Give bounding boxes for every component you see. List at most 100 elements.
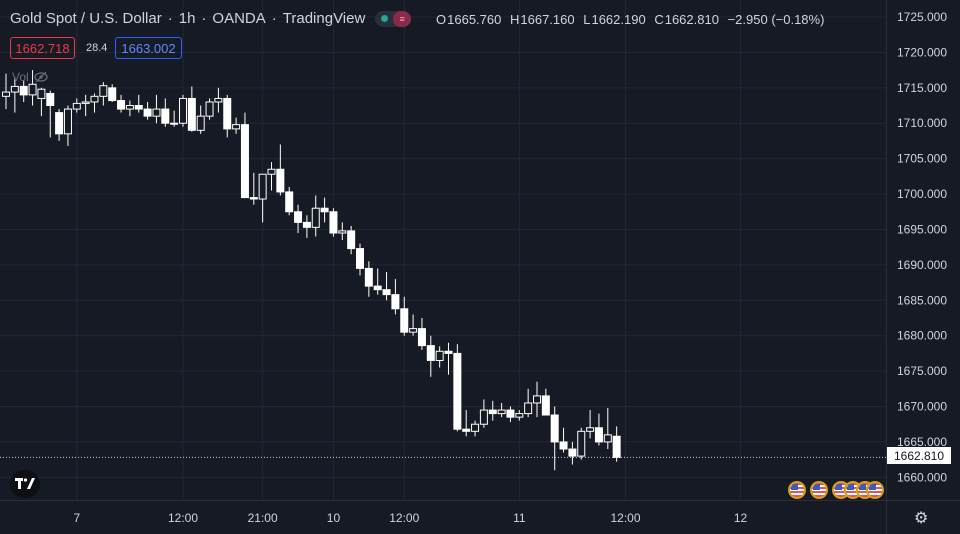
candle-body xyxy=(37,88,46,99)
candle-body xyxy=(435,350,444,361)
candle-body xyxy=(2,91,10,97)
gear-icon[interactable]: ⚙ xyxy=(914,510,929,527)
eye-hidden-icon[interactable] xyxy=(33,71,49,83)
time-tick-label: 12 xyxy=(734,511,748,525)
open-label: O xyxy=(436,12,447,27)
price-tick-label: 1685.000 xyxy=(897,293,947,307)
time-tick-label: 12:00 xyxy=(389,511,419,525)
ohlc-legend: O1665.760 H1667.160 L1662.190 C1662.810 … xyxy=(436,12,824,27)
candle-body xyxy=(550,414,559,443)
high-label: H xyxy=(509,12,520,27)
candle-body xyxy=(302,221,311,228)
candle-body xyxy=(285,191,294,213)
candle-body xyxy=(391,294,400,310)
candle-body xyxy=(471,423,480,432)
candle-body xyxy=(373,285,382,291)
time-tick-label: 11 xyxy=(513,511,526,525)
candle-body xyxy=(506,409,515,418)
price-tick-label: 1690.000 xyxy=(897,258,947,272)
symbol-name: Gold Spot / U.S. Dollar xyxy=(10,10,162,27)
candle-body xyxy=(479,409,488,425)
candle-body xyxy=(329,211,338,234)
market-status-toggle[interactable]: ≡ xyxy=(375,10,412,27)
time-tick-label: 12:00 xyxy=(610,511,640,525)
candle-body xyxy=(603,434,612,443)
candle-body xyxy=(99,85,108,97)
candle-body xyxy=(338,230,347,234)
high-value: 1667.160 xyxy=(520,12,575,27)
us-flag-icon[interactable] xyxy=(866,481,884,499)
candle-body xyxy=(382,289,391,296)
price-tick-label: 1700.000 xyxy=(897,187,947,201)
us-flag-icon[interactable] xyxy=(810,481,828,499)
candle-body xyxy=(612,435,621,459)
candle-body xyxy=(444,350,453,354)
candle-body xyxy=(462,428,471,432)
candle-body xyxy=(409,328,418,333)
candle-body xyxy=(294,211,303,223)
buy-button[interactable]: 1663.002 xyxy=(115,37,182,59)
events-icon: ≡ xyxy=(393,10,412,27)
us-flag-icon[interactable] xyxy=(788,481,806,499)
candle-body xyxy=(196,115,205,131)
candle-body xyxy=(311,207,320,228)
close-label: C xyxy=(654,12,664,27)
candle-body xyxy=(205,101,214,117)
candle-body xyxy=(276,168,285,193)
candle-body xyxy=(541,395,550,416)
candle-body xyxy=(63,108,72,135)
price-tick-label: 1670.000 xyxy=(897,400,947,414)
candle-body xyxy=(249,197,258,200)
open-value: 1665.760 xyxy=(447,12,502,27)
candle-body xyxy=(125,105,134,110)
last-price-label: 1662.810 xyxy=(887,447,951,464)
candle-body xyxy=(559,441,568,450)
candle-body xyxy=(320,207,329,213)
price-tick-label: 1715.000 xyxy=(897,81,947,95)
candle-body xyxy=(453,352,462,430)
candle-body xyxy=(72,102,81,110)
candle-body xyxy=(161,108,170,124)
candle-body xyxy=(152,108,161,117)
candle-body xyxy=(19,85,28,96)
candle-body xyxy=(170,122,179,125)
candle-body xyxy=(524,402,533,415)
candle-body xyxy=(356,248,364,269)
candle-body xyxy=(594,427,603,443)
candle-body xyxy=(497,409,506,415)
candle-body xyxy=(258,173,267,200)
candle-body xyxy=(90,95,99,103)
price-tick-label: 1665.000 xyxy=(897,435,947,449)
interval-label[interactable]: 1h xyxy=(178,10,196,27)
candle-body xyxy=(117,100,126,110)
economic-events[interactable] xyxy=(788,481,884,499)
tradingview-logo[interactable] xyxy=(10,470,40,498)
candle-body xyxy=(232,124,241,130)
change-value: −2.950 (−0.18%) xyxy=(727,12,825,27)
candle-body xyxy=(10,85,19,93)
spread-value: 28.4 xyxy=(86,42,108,54)
header-separator: · xyxy=(167,10,173,27)
candle-body xyxy=(533,395,541,404)
volume-legend: Vol xyxy=(12,70,49,84)
price-tick-label: 1660.000 xyxy=(897,470,947,484)
candle-body xyxy=(143,108,152,117)
low-label: L xyxy=(583,12,591,27)
candle-body xyxy=(568,448,577,457)
candle-body xyxy=(240,124,249,199)
sell-button[interactable]: 1662.718 xyxy=(10,37,75,59)
low-value: 1662.190 xyxy=(591,12,646,27)
candle-body xyxy=(426,345,435,361)
candle-body xyxy=(586,427,595,432)
platform-label: TradingView xyxy=(282,10,366,27)
time-tick-label: 7 xyxy=(73,511,80,525)
price-tick-label: 1710.000 xyxy=(897,116,947,130)
candle-body xyxy=(488,409,497,415)
candle-body xyxy=(515,413,524,418)
candle-body xyxy=(417,328,426,347)
candle-body xyxy=(179,97,187,124)
price-tick-label: 1720.000 xyxy=(897,45,947,59)
candle-body xyxy=(347,230,356,250)
price-tick-label: 1680.000 xyxy=(897,329,947,343)
